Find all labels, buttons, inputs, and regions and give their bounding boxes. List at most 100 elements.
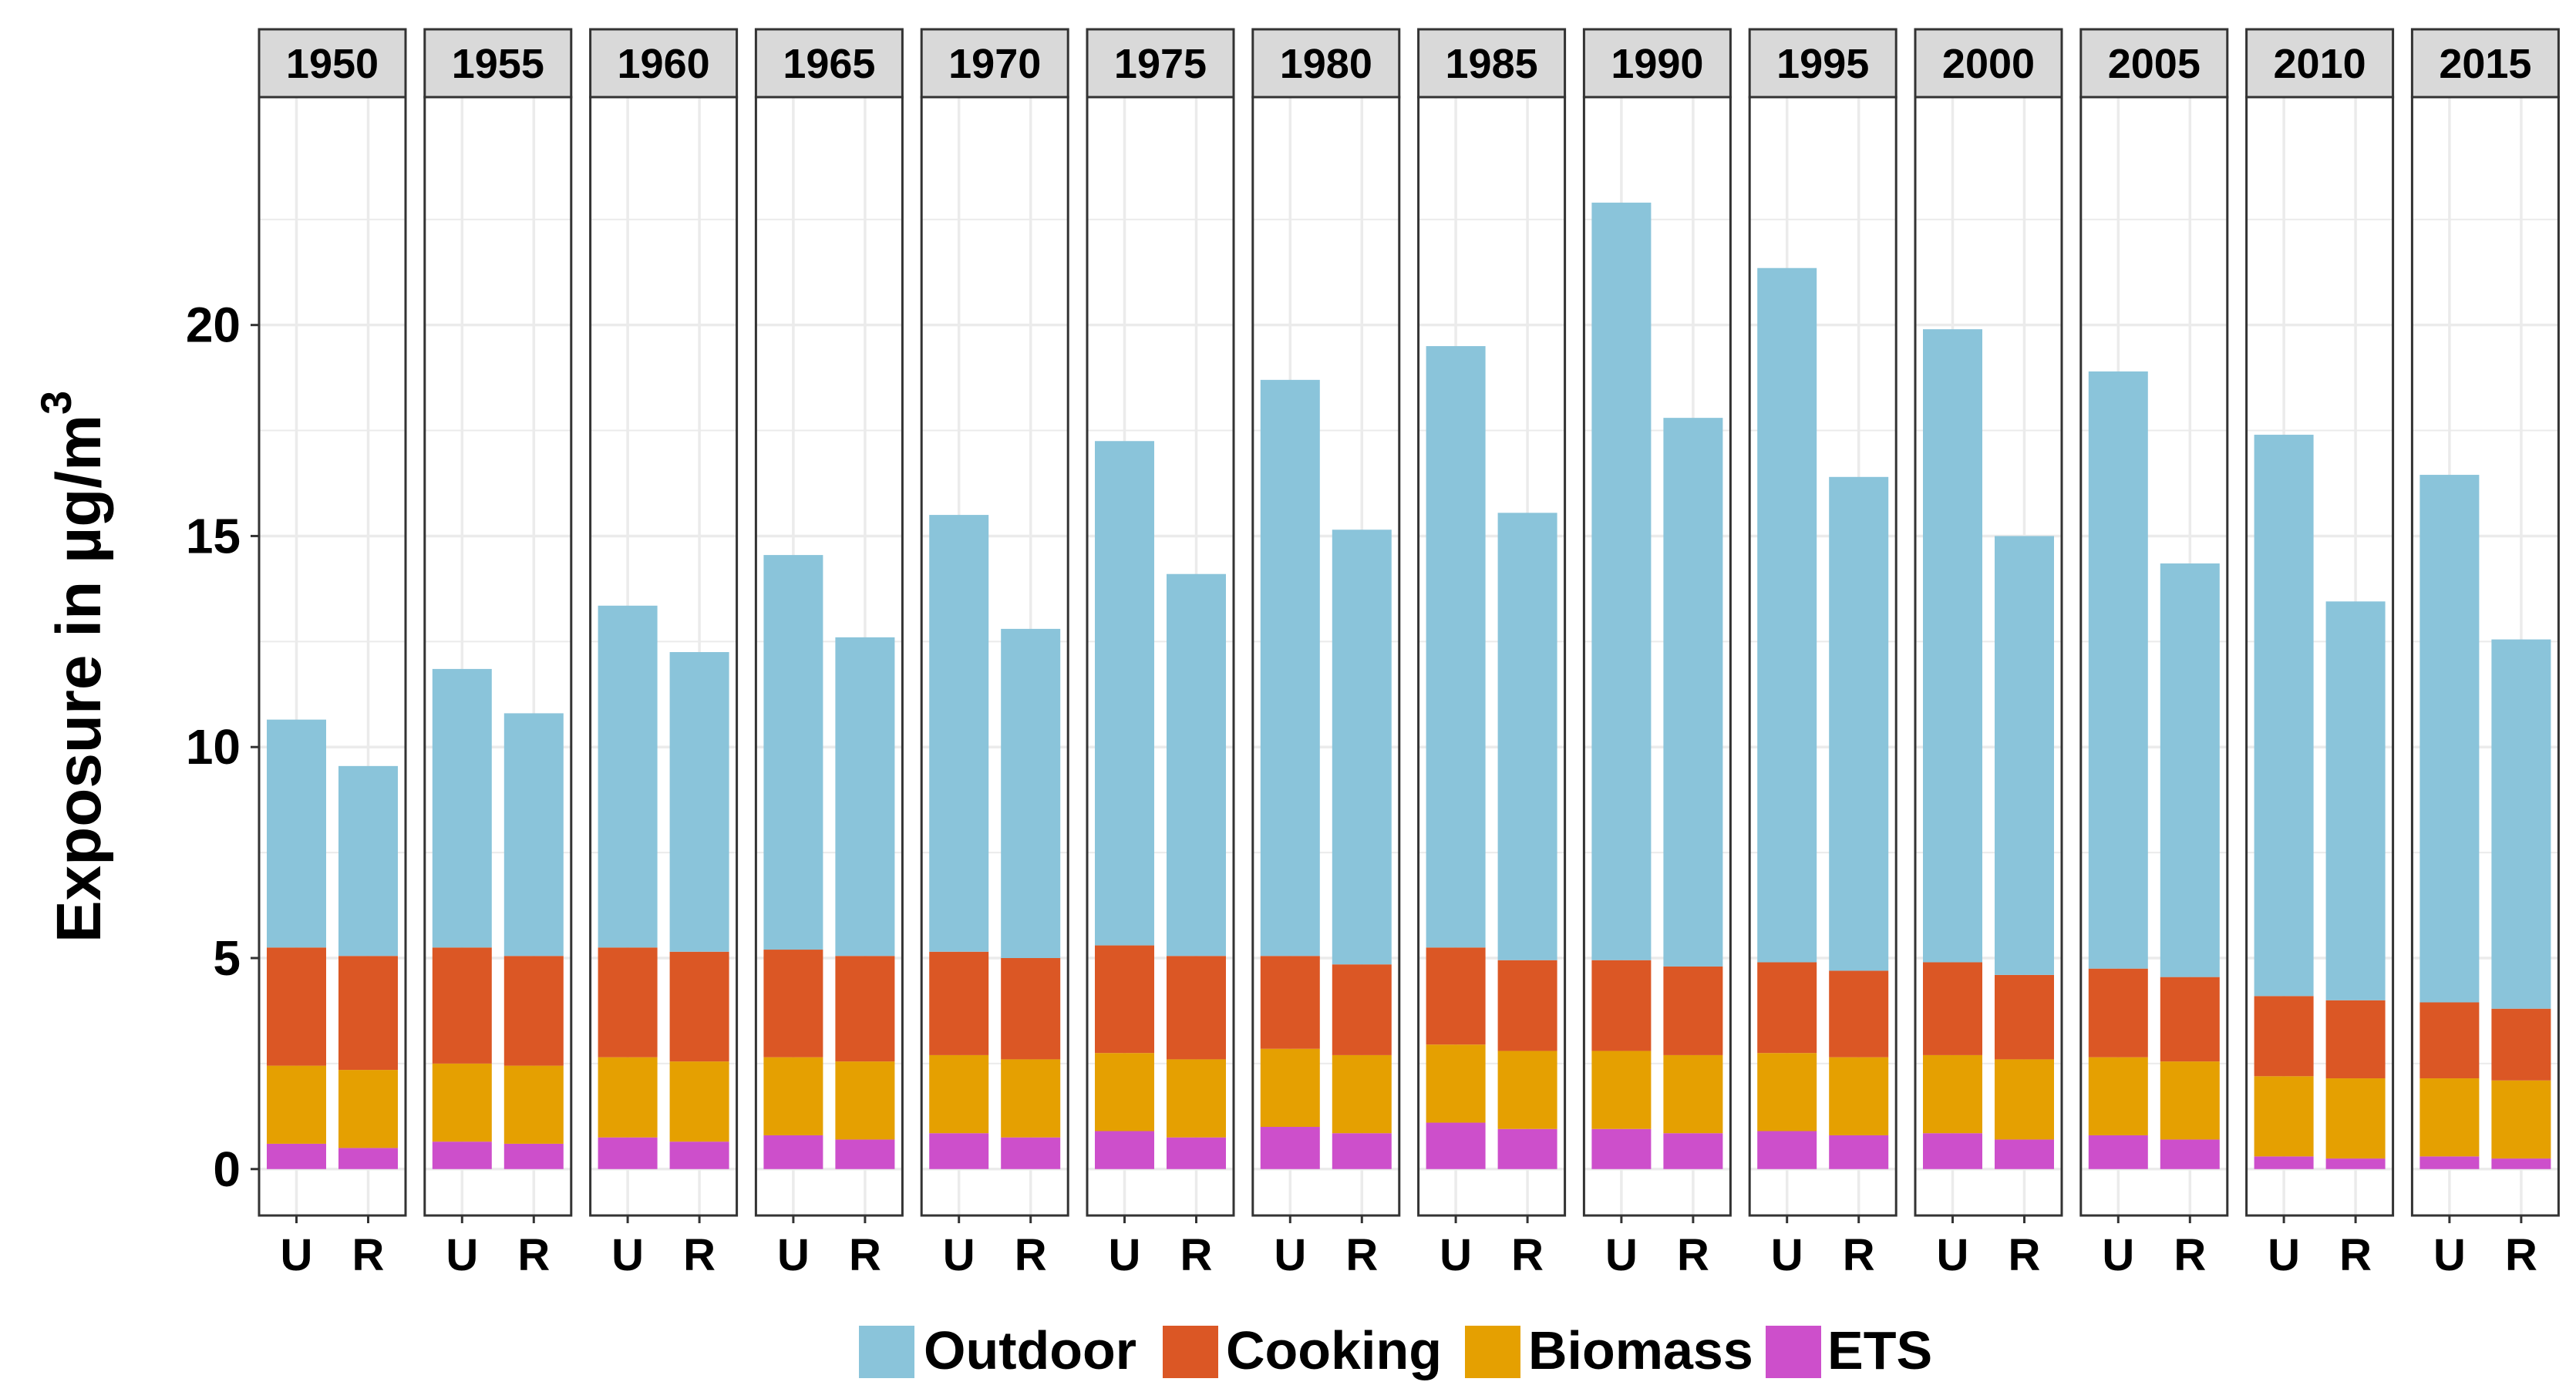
x-tick-label: U [1440, 1230, 1472, 1280]
bar-cooking-R-1985 [1497, 960, 1557, 1051]
bar-ets-U-1965 [763, 1135, 823, 1169]
legend-key-ets [1766, 1326, 1821, 1378]
bar-outdoor-R-1950 [338, 765, 398, 957]
y-tick-label: 10 [186, 719, 241, 775]
facet-strip-label: 2005 [2108, 41, 2201, 87]
bar-biomass-R-1995 [1829, 1057, 1889, 1135]
x-tick-label: U [1771, 1230, 1803, 1280]
legend-key-outdoor [859, 1326, 914, 1378]
y-tick-label: 0 [213, 1142, 241, 1197]
bar-outdoor-U-1975 [1095, 441, 1154, 946]
bar-ets-R-1990 [1663, 1133, 1723, 1169]
bar-biomass-U-1965 [763, 1057, 823, 1135]
bar-cooking-U-1950 [267, 947, 326, 1066]
bar-ets-U-1975 [1095, 1131, 1154, 1169]
bar-cooking-R-2005 [2160, 977, 2220, 1062]
bar-biomass-R-1990 [1663, 1054, 1723, 1134]
facet-strip [1417, 28, 1567, 99]
facet-panel-1995: U R 1995 [1748, 28, 1897, 1280]
bar-biomass-R-1960 [669, 1061, 729, 1142]
x-tick-label: R [1677, 1230, 1709, 1280]
x-tick-label: U [2268, 1230, 2300, 1280]
bar-biomass-U-2010 [2254, 1076, 2314, 1157]
bar-cooking-U-1955 [432, 947, 492, 1064]
bar-ets-U-2005 [2088, 1135, 2148, 1169]
y-axis-title-superscript: 3 [32, 391, 80, 415]
x-tick-label: U [446, 1230, 478, 1280]
facet-panel-2005: U R 2005 [2079, 28, 2229, 1280]
bar-outdoor-R-1965 [835, 637, 895, 957]
y-tick-label: 5 [213, 930, 241, 986]
bar-biomass-R-1970 [1001, 1059, 1061, 1138]
bar-biomass-R-1980 [1332, 1054, 1392, 1134]
bar-outdoor-U-2010 [2254, 435, 2314, 997]
bar-cooking-R-2015 [2491, 1008, 2551, 1081]
facet-panel-1975: U R 1975 [1086, 28, 1235, 1280]
x-tick-label: R [2339, 1230, 2372, 1280]
facet-panel-2000: U R 2000 [1914, 28, 2063, 1280]
bar-ets-R-1950 [338, 1148, 398, 1169]
bar-biomass-R-1950 [338, 1070, 398, 1148]
bar-outdoor-R-2015 [2491, 639, 2551, 1009]
facet-panel-1980: U R 1980 [1251, 28, 1401, 1280]
bar-ets-R-1955 [503, 1143, 564, 1169]
facet-strip-label: 1970 [948, 41, 1041, 87]
bar-ets-U-1950 [267, 1143, 326, 1169]
facet-strip-label: 1975 [1114, 41, 1207, 87]
bar-outdoor-U-1960 [598, 605, 658, 948]
x-tick-label: R [1015, 1230, 1047, 1280]
bar-ets-U-2000 [1923, 1133, 1982, 1169]
x-tick-label: U [777, 1230, 810, 1280]
bar-outdoor-R-1955 [503, 713, 564, 957]
x-tick-label: U [1937, 1230, 1969, 1280]
facet-panel-1965: U R 1965 [754, 28, 904, 1280]
bar-cooking-R-1950 [338, 956, 398, 1071]
x-tick-label: U [943, 1230, 975, 1280]
bar-ets-U-2010 [2254, 1156, 2314, 1169]
bar-cooking-U-1975 [1095, 945, 1154, 1054]
bar-biomass-U-1950 [267, 1065, 326, 1144]
bar-outdoor-U-2000 [1923, 329, 1982, 963]
bar-outdoor-R-1960 [669, 652, 729, 952]
facet-panel-2010: U R 2010 [2245, 28, 2395, 1280]
bar-cooking-U-1995 [1757, 962, 1817, 1054]
bar-outdoor-R-2000 [1995, 536, 2054, 975]
facet-strip [754, 28, 904, 99]
bar-biomass-U-2000 [1923, 1054, 1982, 1134]
facet-strip-label: 1985 [1446, 41, 1538, 87]
x-tick-label: R [2174, 1230, 2206, 1280]
legend-label: Cooking [1226, 1320, 1442, 1380]
bar-ets-R-2005 [2160, 1139, 2220, 1169]
y-axis-title: Exposure in µg/m3 [32, 391, 114, 943]
bar-outdoor-R-2005 [2160, 563, 2220, 977]
bar-cooking-U-1990 [1591, 960, 1652, 1051]
bar-biomass-U-1990 [1591, 1051, 1652, 1129]
bar-cooking-U-2000 [1923, 962, 1982, 1055]
bar-cooking-R-1960 [669, 951, 729, 1062]
x-tick-label: R [1345, 1230, 1378, 1280]
y-tick-label: 15 [186, 508, 241, 563]
x-tick-label: R [2009, 1230, 2041, 1280]
bar-ets-R-1980 [1332, 1133, 1392, 1169]
bar-biomass-R-1955 [503, 1065, 564, 1144]
legend-key-biomass [1465, 1326, 1520, 1378]
bar-cooking-R-1980 [1332, 964, 1392, 1055]
bar-biomass-R-2000 [1995, 1059, 2054, 1140]
facet-strip [1582, 28, 1732, 99]
x-tick-label: U [281, 1230, 313, 1280]
bar-ets-U-1995 [1757, 1131, 1817, 1169]
facet-strip-label: 2000 [1942, 41, 2035, 87]
x-tick-label: U [2433, 1230, 2466, 1280]
facet-panel-1950: U R 1950 [258, 28, 407, 1280]
bar-biomass-U-1970 [929, 1054, 989, 1134]
legend-item-outdoor: Outdoor [859, 1320, 1136, 1380]
bar-cooking-R-1965 [835, 956, 895, 1062]
bar-biomass-U-1980 [1260, 1048, 1320, 1128]
bar-cooking-R-1975 [1167, 956, 1226, 1060]
x-tick-label: U [611, 1230, 644, 1280]
bar-outdoor-R-2010 [2325, 601, 2386, 1000]
legend-label: Biomass [1528, 1320, 1753, 1380]
facet-panel-1955: U R 1955 [423, 28, 573, 1280]
facet-panel-1990: U R 1990 [1582, 28, 1732, 1280]
bar-ets-R-1985 [1497, 1128, 1557, 1169]
